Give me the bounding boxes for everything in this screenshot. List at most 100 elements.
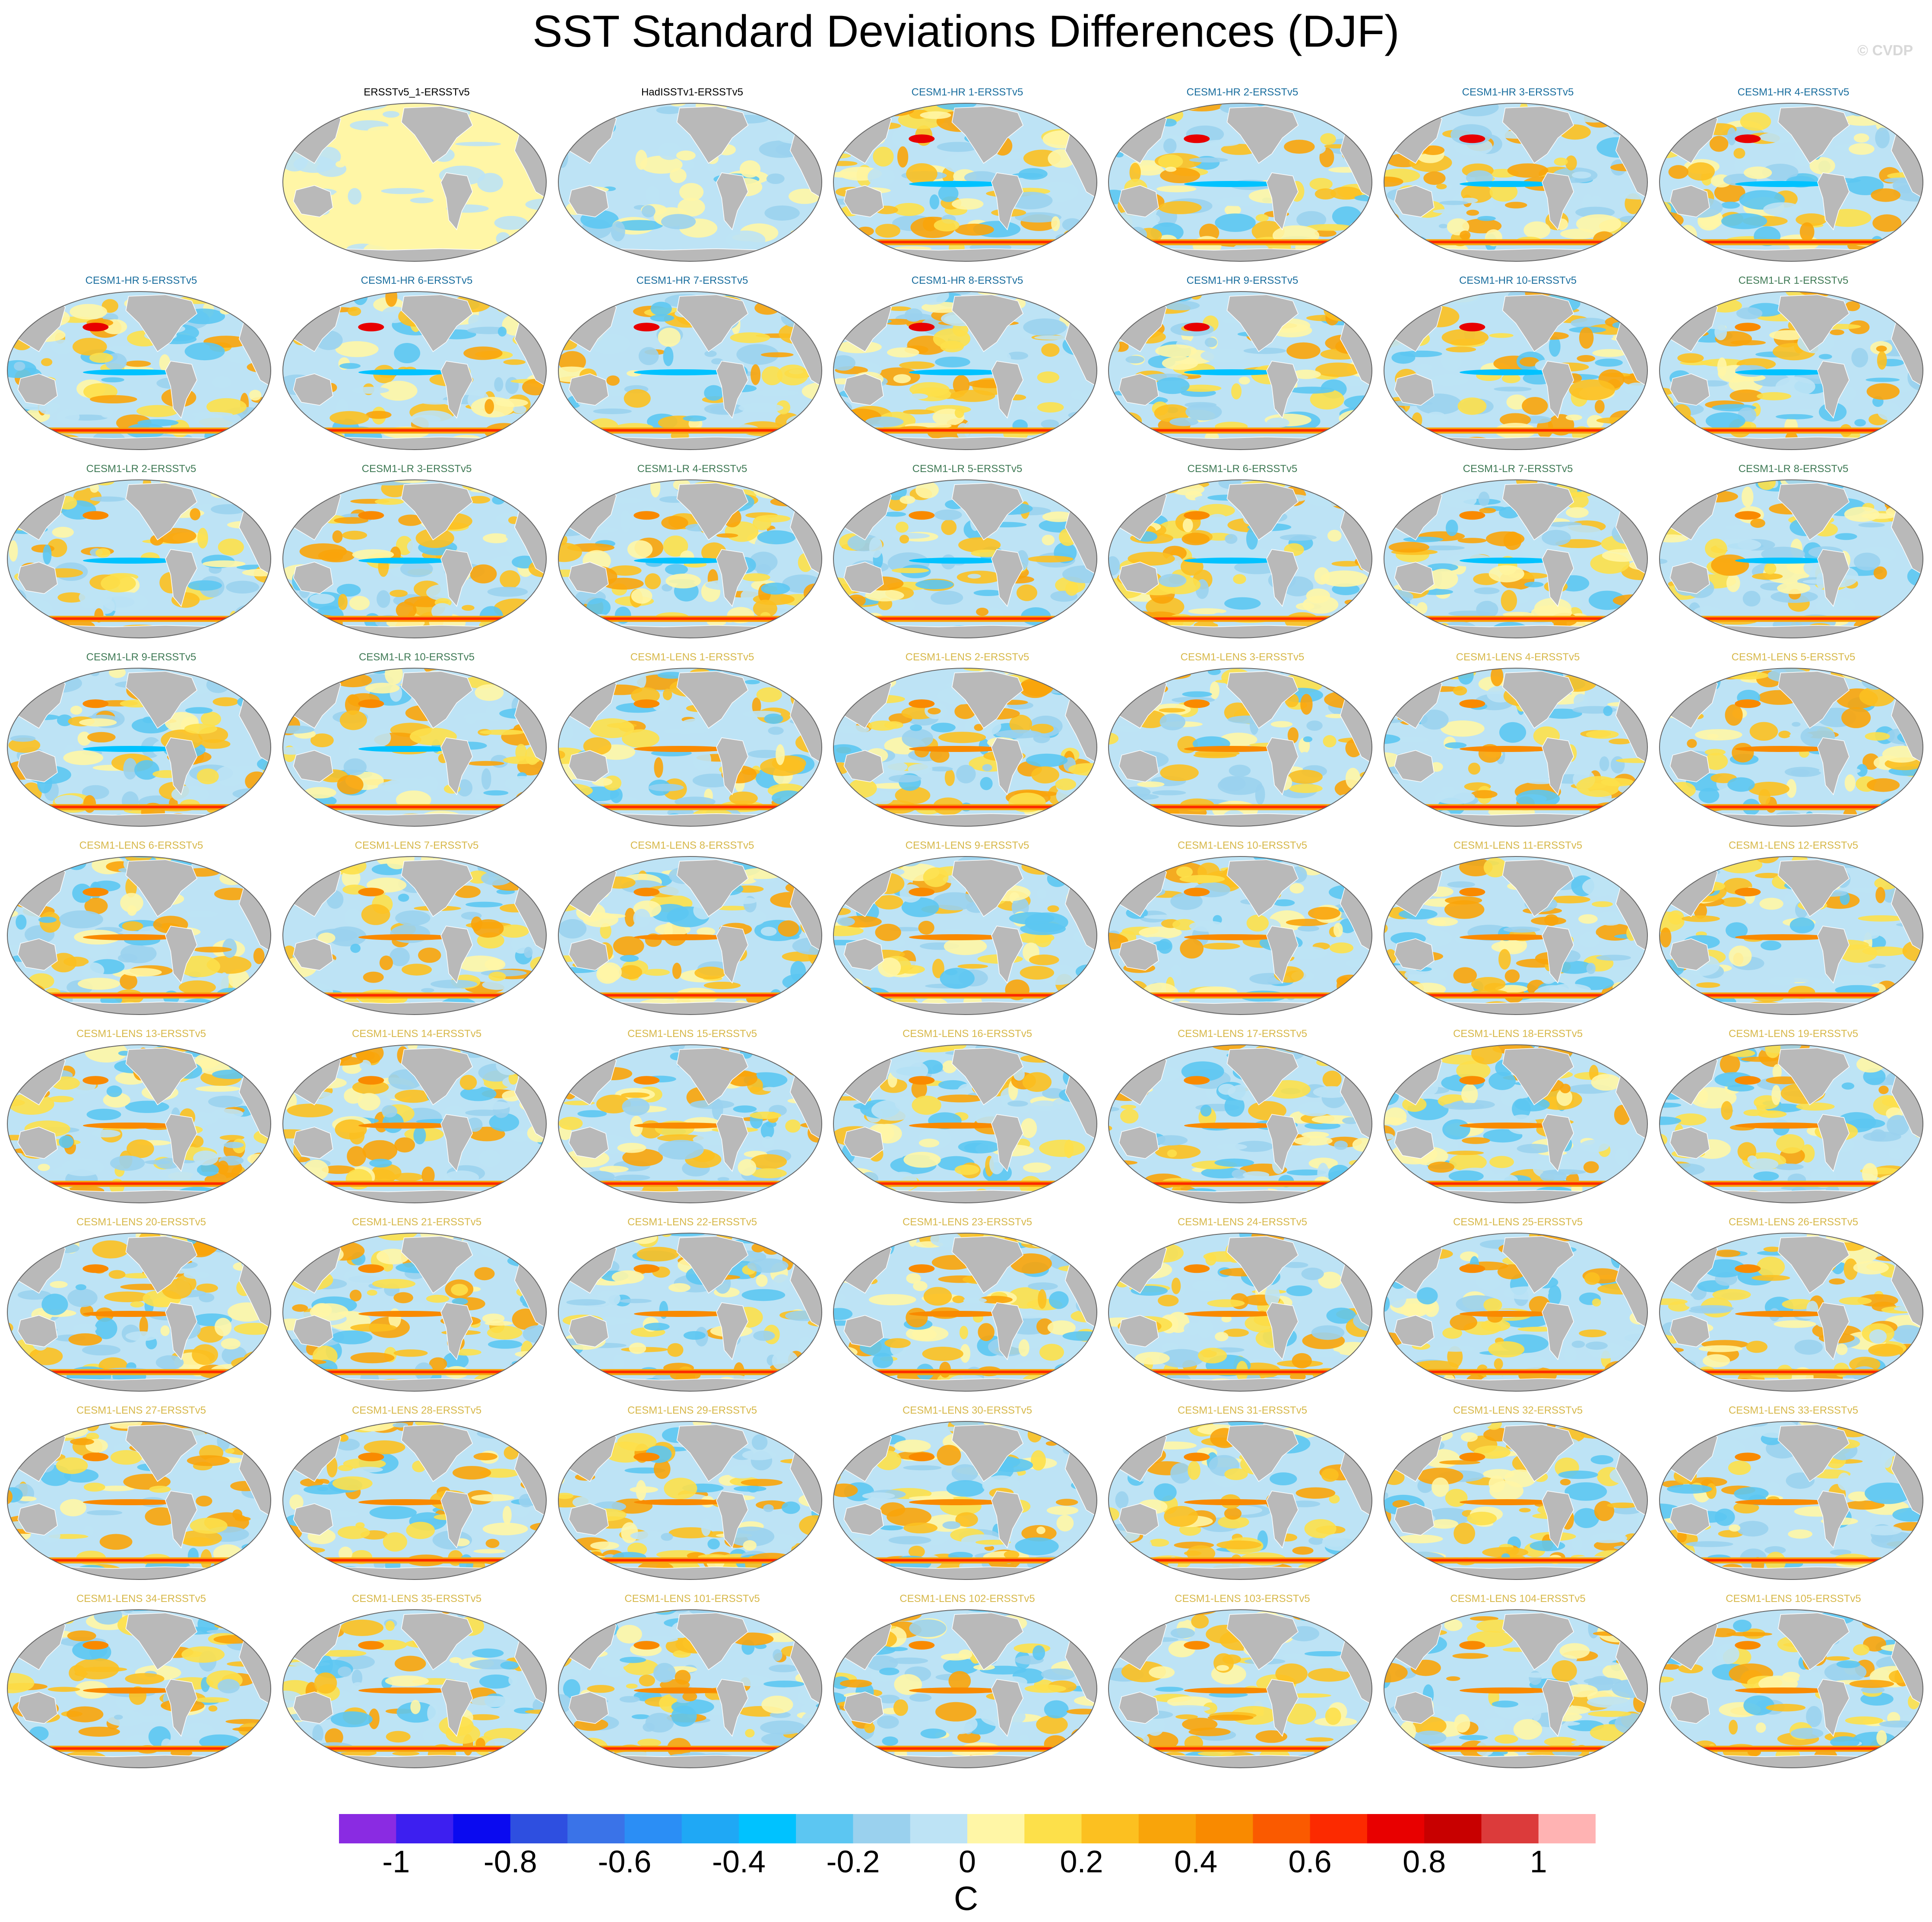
colorbar-tick-label: 0.8 xyxy=(1403,1845,1446,1879)
global-sst-map xyxy=(1108,479,1372,638)
panel-title: CESM1-LENS 34-ERSSTv5 xyxy=(76,1593,206,1605)
map-panel: CESM1-LENS 105-ERSSTv5 xyxy=(1657,1593,1929,1774)
global-sst-map xyxy=(282,479,547,638)
global-sst-map xyxy=(1659,103,1923,262)
colorbar-swatch xyxy=(1138,1814,1196,1843)
map-panel: CESM1-LENS 6-ERSSTv5 xyxy=(5,840,277,1021)
global-sst-map xyxy=(282,1609,547,1768)
map-panel: CESM1-HR 2-ERSSTv5 xyxy=(1106,86,1378,268)
map-panel: CESM1-HR 7-ERSSTv5 xyxy=(556,275,828,456)
panel-title: CESM1-LENS 11-ERSSTv5 xyxy=(1453,840,1583,851)
panel-title: CESM1-LR 10-ERSSTv5 xyxy=(358,651,475,663)
panel-title: CESM1-LENS 27-ERSSTv5 xyxy=(76,1405,206,1416)
panel-title: CESM1-LENS 30-ERSSTv5 xyxy=(902,1405,1033,1416)
map-panel: CESM1-HR 1-ERSSTv5 xyxy=(831,86,1103,268)
panel-title: CESM1-LR 4-ERSSTv5 xyxy=(637,463,747,475)
panel-title: CESM1-LENS 102-ERSSTv5 xyxy=(899,1593,1035,1605)
global-sst-map xyxy=(282,103,547,262)
colorbar-swatch xyxy=(910,1814,968,1843)
map-panel: CESM1-LENS 20-ERSSTv5 xyxy=(5,1216,277,1398)
colorbar-swatch xyxy=(681,1814,739,1843)
map-panel: HadISSTv1-ERSSTv5 xyxy=(556,86,828,268)
colorbar xyxy=(339,1814,1596,1843)
global-sst-map xyxy=(1384,103,1648,262)
map-panel: CESM1-LENS 12-ERSSTv5 xyxy=(1657,840,1929,1021)
global-sst-map xyxy=(1384,856,1648,1015)
map-panel: CESM1-LENS 25-ERSSTv5 xyxy=(1382,1216,1654,1398)
panel-title: CESM1-LR 3-ERSSTv5 xyxy=(361,463,472,475)
global-sst-map xyxy=(1384,291,1648,450)
panel-title: CESM1-LENS 26-ERSSTv5 xyxy=(1728,1216,1859,1228)
panel-title: CESM1-LENS 23-ERSSTv5 xyxy=(902,1216,1033,1228)
panel-title: CESM1-LR 5-ERSSTv5 xyxy=(912,463,1023,475)
global-sst-map xyxy=(833,291,1097,450)
map-panel: CESM1-HR 6-ERSSTv5 xyxy=(281,275,553,456)
map-panel: CESM1-LENS 22-ERSSTv5 xyxy=(556,1216,828,1398)
colorbar-tick-label: 0.6 xyxy=(1288,1845,1332,1879)
map-panel: CESM1-LENS 31-ERSSTv5 xyxy=(1106,1405,1378,1586)
panel-title: CESM1-LENS 5-ERSSTv5 xyxy=(1731,651,1856,663)
panel-title: CESM1-LR 9-ERSSTv5 xyxy=(86,651,196,663)
map-panel: CESM1-LENS 9-ERSSTv5 xyxy=(831,840,1103,1021)
map-panel: CESM1-LR 2-ERSSTv5 xyxy=(5,463,277,644)
panel-title: CESM1-HR 7-ERSSTv5 xyxy=(636,275,748,286)
panel-title: CESM1-LENS 32-ERSSTv5 xyxy=(1453,1405,1583,1416)
global-sst-map xyxy=(1108,1609,1372,1768)
panel-title: CESM1-LENS 13-ERSSTv5 xyxy=(76,1028,206,1040)
global-sst-map xyxy=(558,1044,822,1203)
global-sst-map xyxy=(558,1421,822,1580)
map-panel: CESM1-LENS 2-ERSSTv5 xyxy=(831,651,1103,833)
map-panel: CESM1-LENS 103-ERSSTv5 xyxy=(1106,1593,1378,1774)
panel-title: CESM1-LENS 29-ERSSTv5 xyxy=(627,1405,757,1416)
colorbar-tick-label: 0 xyxy=(958,1845,976,1879)
colorbar-swatch xyxy=(1538,1814,1596,1843)
map-panel: CESM1-LR 3-ERSSTv5 xyxy=(281,463,553,644)
panel-title: CESM1-HR 8-ERSSTv5 xyxy=(911,275,1023,286)
global-sst-map xyxy=(1108,291,1372,450)
panel-title: CESM1-LENS 8-ERSSTv5 xyxy=(630,840,754,851)
global-sst-map xyxy=(833,479,1097,638)
panel-title: CESM1-HR 3-ERSSTv5 xyxy=(1462,86,1574,98)
global-sst-map xyxy=(833,1421,1097,1580)
global-sst-map xyxy=(558,103,822,262)
colorbar-tick-label: 0.2 xyxy=(1060,1845,1103,1879)
panel-title: CESM1-LENS 28-ERSSTv5 xyxy=(352,1405,482,1416)
panel-title: ERSSTv5_1-ERSSTv5 xyxy=(364,86,470,98)
panel-title: CESM1-HR 2-ERSSTv5 xyxy=(1186,86,1299,98)
panel-title: CESM1-LENS 15-ERSSTv5 xyxy=(627,1028,757,1040)
panel-title: CESM1-LENS 3-ERSSTv5 xyxy=(1180,651,1305,663)
map-panel: CESM1-LENS 8-ERSSTv5 xyxy=(556,840,828,1021)
map-panel: CESM1-LR 6-ERSSTv5 xyxy=(1106,463,1378,644)
panel-title: CESM1-LENS 19-ERSSTv5 xyxy=(1728,1028,1859,1040)
colorbar-tick-label: 0.4 xyxy=(1174,1845,1218,1879)
map-panel: CESM1-LR 10-ERSSTv5 xyxy=(281,651,553,833)
global-sst-map xyxy=(833,856,1097,1015)
colorbar-swatches xyxy=(339,1814,1596,1843)
panel-title: CESM1-LENS 2-ERSSTv5 xyxy=(905,651,1029,663)
map-panel: CESM1-LENS 26-ERSSTv5 xyxy=(1657,1216,1929,1398)
map-panel: CESM1-LENS 34-ERSSTv5 xyxy=(5,1593,277,1774)
panel-title: HadISSTv1-ERSSTv5 xyxy=(641,86,744,98)
map-panel: CESM1-LR 9-ERSSTv5 xyxy=(5,651,277,833)
colorbar-swatch xyxy=(339,1814,396,1843)
colorbar-swatch xyxy=(1081,1814,1139,1843)
global-sst-map xyxy=(282,1044,547,1203)
panel-title: CESM1-LENS 18-ERSSTv5 xyxy=(1453,1028,1583,1040)
global-sst-map xyxy=(1659,291,1923,450)
colorbar-swatch xyxy=(1253,1814,1311,1843)
colorbar-swatch xyxy=(967,1814,1025,1843)
global-sst-map xyxy=(7,668,271,827)
panel-title: CESM1-LENS 25-ERSSTv5 xyxy=(1453,1216,1583,1228)
panel-title: CESM1-LR 8-ERSSTv5 xyxy=(1738,463,1849,475)
colorbar-swatch xyxy=(1310,1814,1368,1843)
map-panel: CESM1-LENS 28-ERSSTv5 xyxy=(281,1405,553,1586)
panel-title: CESM1-LENS 12-ERSSTv5 xyxy=(1728,840,1859,851)
colorbar-swatch xyxy=(396,1814,454,1843)
global-sst-map xyxy=(1108,1233,1372,1392)
map-panel: CESM1-LENS 27-ERSSTv5 xyxy=(5,1405,277,1586)
panel-title: CESM1-LENS 10-ERSSTv5 xyxy=(1177,840,1308,851)
map-panel: CESM1-HR 8-ERSSTv5 xyxy=(831,275,1103,456)
map-panel: CESM1-HR 3-ERSSTv5 xyxy=(1382,86,1654,268)
panel-title: CESM1-LENS 17-ERSSTv5 xyxy=(1177,1028,1308,1040)
